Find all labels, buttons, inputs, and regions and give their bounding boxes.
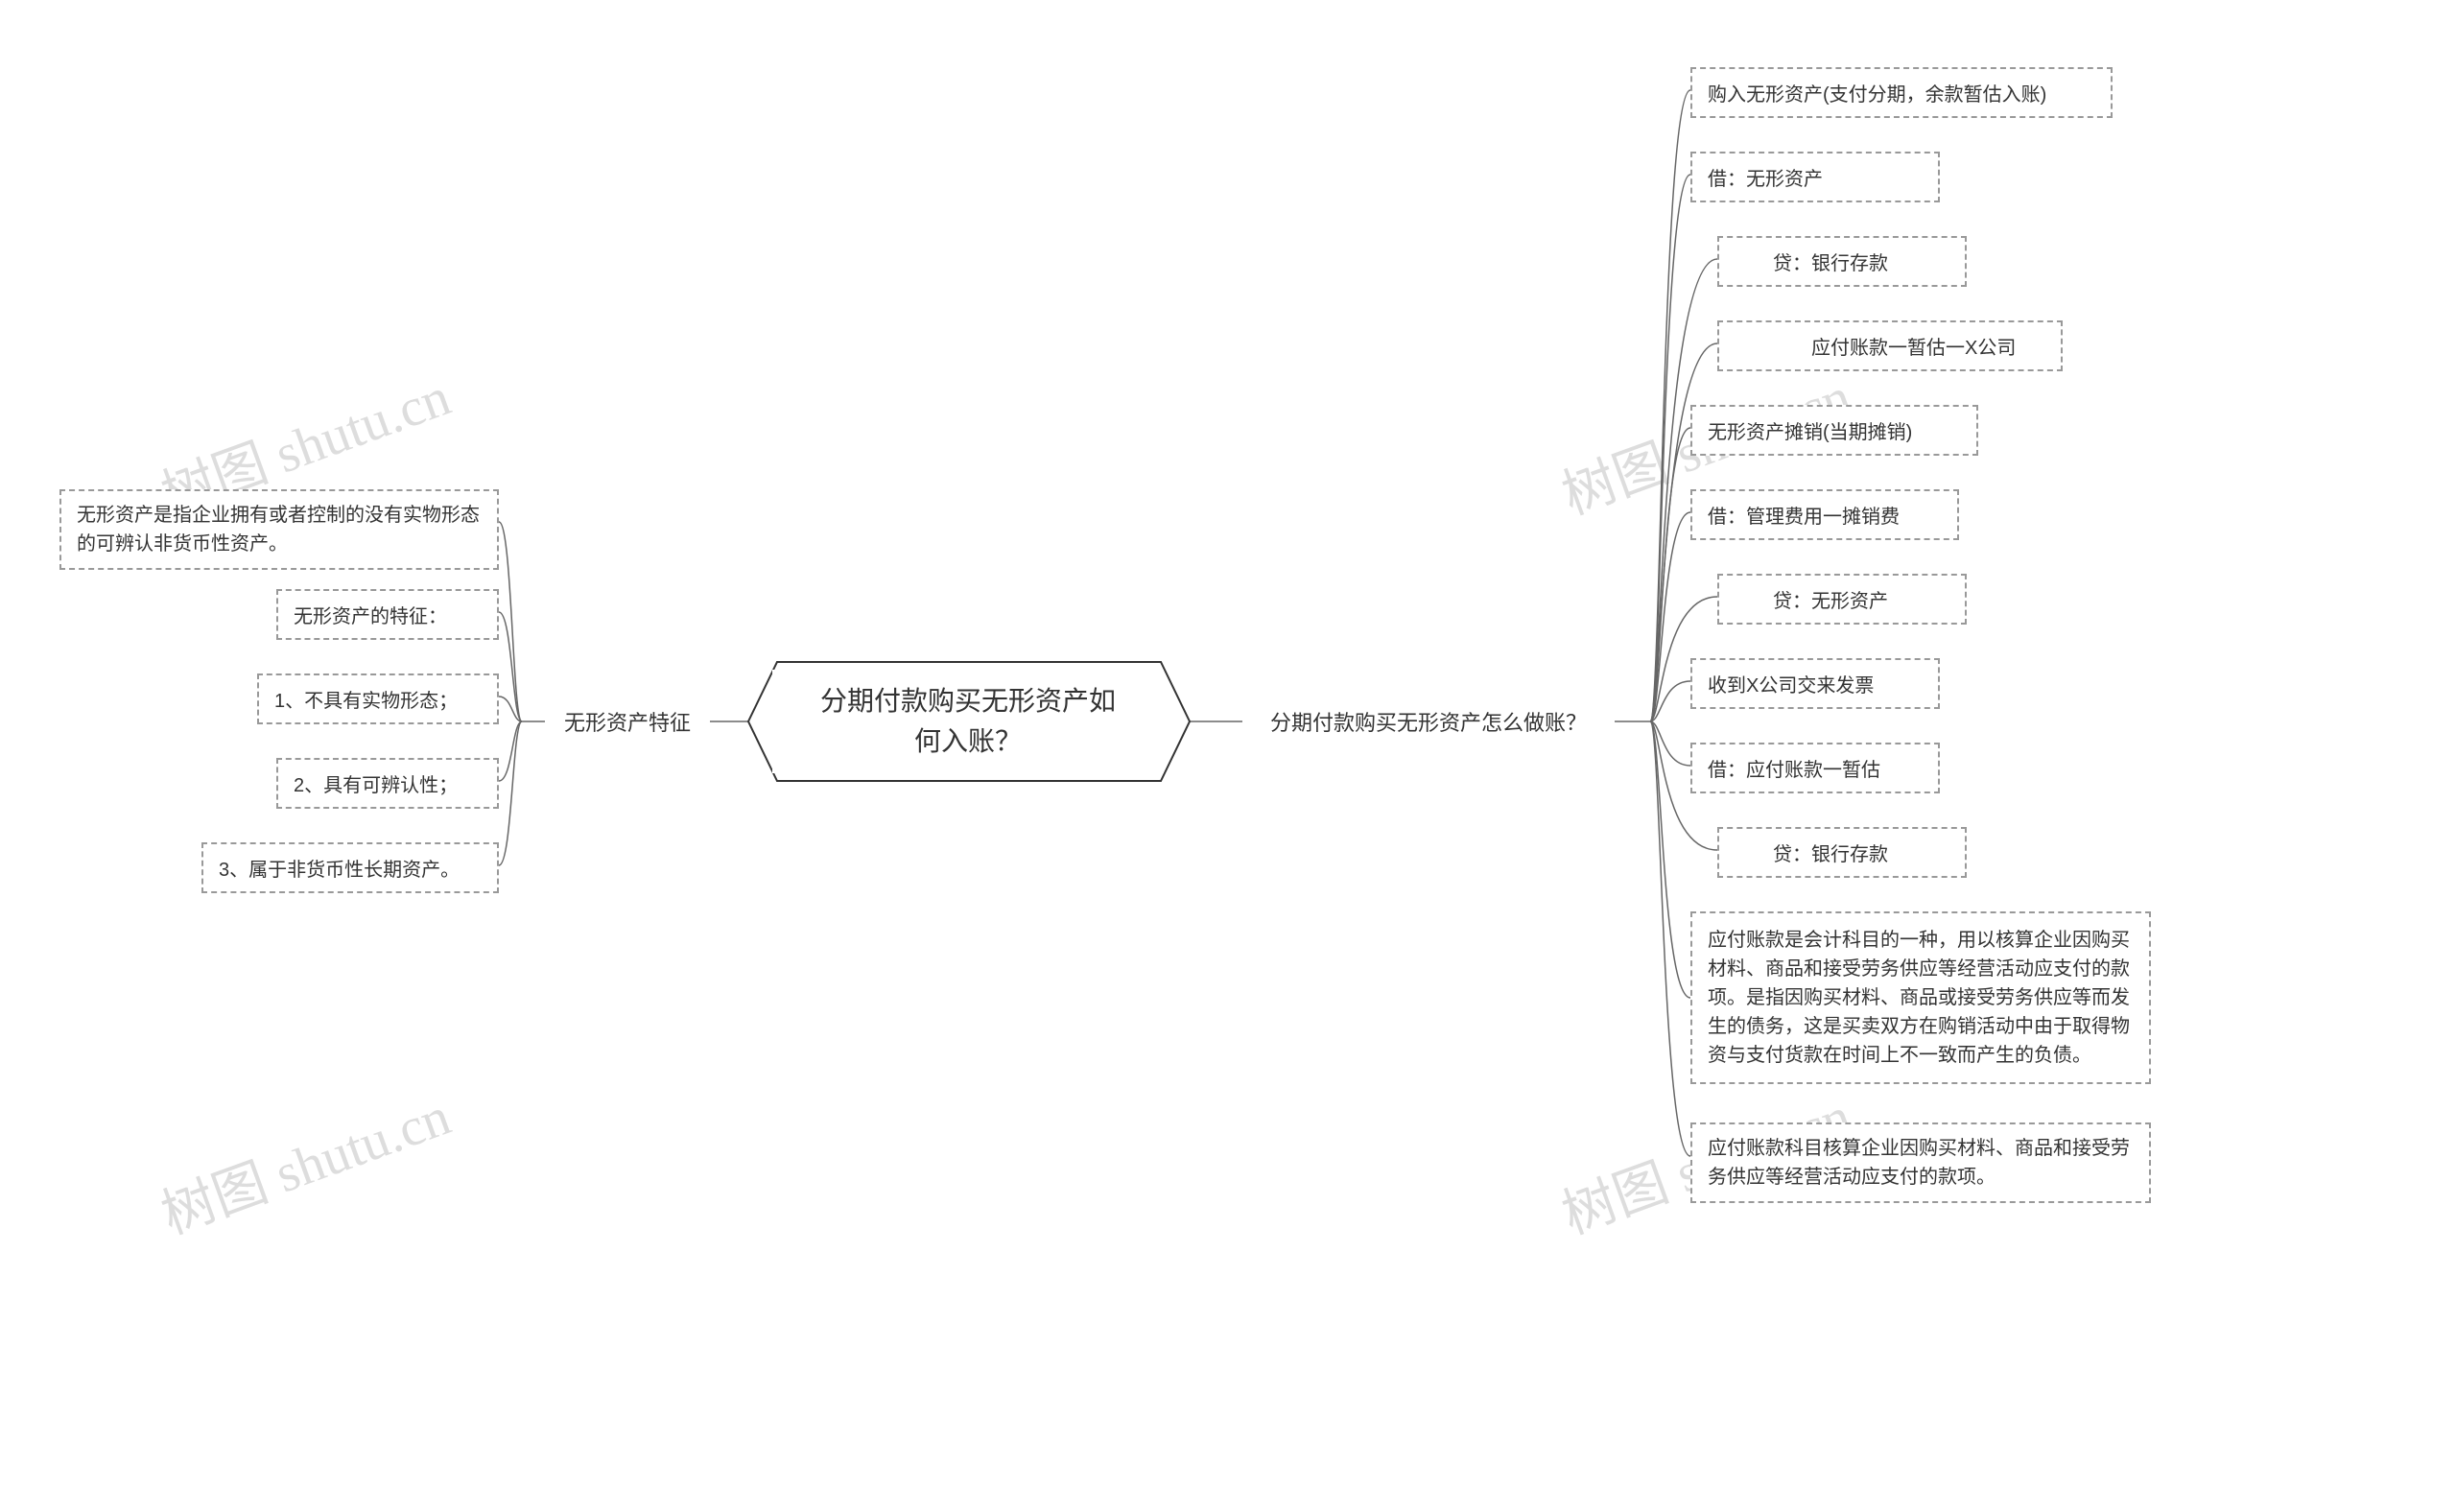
- right-leaf-8: 借：应付账款一暂估: [1690, 743, 1940, 793]
- right-leaf-11: 应付账款科目核算企业因购买材料、商品和接受劳务供应等经营活动应支付的款项。: [1690, 1122, 2151, 1203]
- right-leaf-9: 贷：银行存款: [1717, 827, 1967, 878]
- left-leaf-0: 无形资产是指企业拥有或者控制的没有实物形态的可辨认非货币性资产。: [59, 489, 499, 570]
- root-node: 分期付款购买无形资产如 何入账？: [772, 670, 1164, 773]
- right-leaf-5: 借：管理费用一摊销费: [1690, 489, 1959, 540]
- right-leaf-0: 购入无形资产(支付分期，余款暂估入账): [1690, 67, 2113, 118]
- left-leaf-1: 无形资产的特征：: [276, 589, 499, 640]
- branch-right: 分期付款购买无形资产怎么做账？: [1242, 697, 1615, 746]
- right-leaf-3: 应付账款一暂估一X公司: [1717, 320, 2063, 371]
- left-leaf-2: 1、不具有实物形态；: [257, 673, 499, 724]
- root-line2: 何入账？: [820, 721, 1116, 762]
- right-leaf-7: 收到X公司交来发票: [1690, 658, 1940, 709]
- right-leaf-1: 借：无形资产: [1690, 152, 1940, 202]
- left-leaf-3: 2、具有可辨认性；: [276, 758, 499, 809]
- right-leaf-2: 贷：银行存款: [1717, 236, 1967, 287]
- connector-layer: [0, 0, 2456, 1512]
- right-leaf-4: 无形资产摊销(当期摊销): [1690, 405, 1978, 456]
- branch-left: 无形资产特征: [545, 697, 710, 746]
- right-leaf-6: 贷：无形资产: [1717, 574, 1967, 625]
- root-line1: 分期付款购买无形资产如: [820, 681, 1116, 721]
- watermark-3: 树图 shutu.cn: [150, 1074, 460, 1250]
- left-leaf-4: 3、属于非货币性长期资产。: [201, 842, 499, 893]
- right-leaf-10: 应付账款是会计科目的一种，用以核算企业因购买材料、商品和接受劳务供应等经营活动应…: [1690, 911, 2151, 1084]
